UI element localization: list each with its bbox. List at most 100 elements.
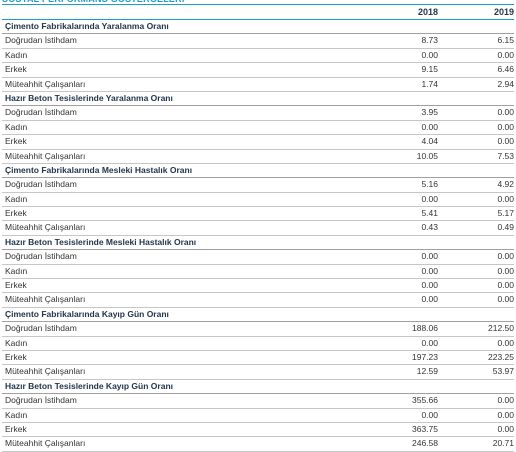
value-2018: 5.41 bbox=[421, 208, 438, 219]
section-header-row: Hazır Beton Tesislerinde Yaralanma Oranı bbox=[2, 92, 514, 107]
section-title: Çimento Fabrikalarında Yaralanma Oranı bbox=[5, 21, 169, 31]
row-label: Erkek bbox=[5, 64, 27, 75]
row-label: Müteahhit Çalışanları bbox=[5, 78, 86, 89]
table-row: Kadın 0.00 0.00 bbox=[2, 265, 514, 280]
value-2019: 2.94 bbox=[497, 78, 514, 89]
row-label: Erkek bbox=[5, 351, 27, 362]
table-row: Doğrudan İstihdam 5.16 4.92 bbox=[2, 178, 514, 193]
row-label: Müteahhit Çalışanları bbox=[5, 438, 86, 449]
table-row: Müteahhit Çalışanları 12.59 53.97 bbox=[2, 365, 514, 380]
value-2018: 8.73 bbox=[421, 35, 438, 46]
row-label: Kadın bbox=[5, 193, 28, 204]
table-row: Kadın 0.00 0.00 bbox=[2, 409, 514, 423]
row-label: Kadın bbox=[5, 337, 28, 348]
value-2019: 0.00 bbox=[497, 280, 514, 291]
value-2019: 6.46 bbox=[497, 64, 514, 75]
value-2019: 6.15 bbox=[497, 35, 514, 46]
value-2019: 5.17 bbox=[497, 208, 514, 219]
row-label: Erkek bbox=[5, 280, 27, 291]
row-label: Kadın bbox=[5, 265, 28, 276]
section-header-row: Çimento Fabrikalarında Yaralanma Oranı bbox=[2, 20, 514, 35]
value-2019: 0.00 bbox=[497, 294, 514, 305]
section-header-row: Hazır Beton Tesislerinde Mesleki Hastalı… bbox=[2, 236, 514, 251]
value-2018: 197.23 bbox=[412, 351, 438, 362]
row-label: Kadın bbox=[5, 409, 28, 420]
table-header: 2018 2019 bbox=[2, 5, 514, 20]
value-2019: 7.53 bbox=[497, 150, 514, 161]
value-2018: 363.75 bbox=[412, 423, 438, 434]
value-2018: 0.00 bbox=[421, 121, 438, 132]
row-label: Müteahhit Çalışanları bbox=[5, 366, 86, 377]
value-2019: 0.00 bbox=[497, 409, 514, 420]
value-2018: 355.66 bbox=[412, 395, 438, 406]
value-2018: 0.00 bbox=[421, 193, 438, 204]
table-row: Doğrudan İstihdam 0.00 0.00 bbox=[2, 250, 514, 265]
value-2019: 20.71 bbox=[492, 438, 514, 449]
table-row: Doğrudan İstihdam 8.73 6.15 bbox=[2, 34, 514, 49]
value-2019: 53.97 bbox=[492, 366, 514, 377]
value-2019: 0.49 bbox=[497, 222, 514, 233]
table-row: Erkek 197.23 223.25 bbox=[2, 351, 514, 366]
value-2018: 0.00 bbox=[421, 294, 438, 305]
section-title: Hazır Beton Tesislerinde Yaralanma Oranı bbox=[5, 92, 173, 103]
row-label: Doğrudan İstihdam bbox=[5, 251, 77, 262]
value-2019: 0.00 bbox=[497, 337, 514, 348]
value-2018: 10.05 bbox=[416, 150, 438, 161]
row-label: Erkek bbox=[5, 136, 27, 147]
value-2019: 223.25 bbox=[488, 351, 514, 362]
value-2018: 12.59 bbox=[416, 366, 438, 377]
table-row: Erkek 5.41 5.17 bbox=[2, 207, 514, 222]
section-title: Çimento Fabrikalarında Mesleki Hastalık … bbox=[5, 164, 193, 175]
table-row: Kadın 0.00 0.00 bbox=[2, 337, 514, 351]
section-header-row: Hazır Beton Tesislerinde Kayıp Gün Oranı bbox=[2, 380, 514, 395]
title-rule bbox=[2, 4, 514, 5]
value-2018: 0.00 bbox=[421, 337, 438, 348]
value-2018: 188.06 bbox=[412, 323, 438, 334]
value-2019: 4.92 bbox=[497, 179, 514, 190]
value-2019: 0.00 bbox=[497, 136, 514, 147]
table-row: Müteahhit Çalışanları 10.05 7.53 bbox=[2, 150, 514, 164]
value-2019: 0.00 bbox=[497, 395, 514, 406]
row-label: Kadın bbox=[5, 121, 28, 132]
table-row: Erkek 363.75 0.00 bbox=[2, 423, 514, 438]
row-label: Doğrudan İstihdam bbox=[5, 107, 77, 118]
table-row: Müteahhit Çalışanları 1.74 2.94 bbox=[2, 78, 514, 92]
row-label: Doğrudan İstihdam bbox=[5, 179, 77, 190]
row-label: Doğrudan İstihdam bbox=[5, 35, 77, 46]
value-2019: 0.00 bbox=[497, 193, 514, 204]
table-row: Erkek 0.00 0.00 bbox=[2, 279, 514, 294]
table-row: Müteahhit Çalışanları 0.00 0.00 bbox=[2, 293, 514, 308]
value-2019: 212.50 bbox=[488, 323, 514, 334]
value-2018: 1.74 bbox=[421, 78, 438, 89]
value-2018: 0.00 bbox=[421, 49, 438, 60]
table-title: SOSYAL PERFORMANS GÖSTERGELERİ bbox=[2, 0, 185, 4]
column-header-2018: 2018 bbox=[417, 7, 438, 17]
value-2018: 3.95 bbox=[421, 107, 438, 118]
value-2018: 0.00 bbox=[421, 251, 438, 262]
section-header-row: Çimento Fabrikalarında Mesleki Hastalık … bbox=[2, 164, 514, 179]
value-2018: 0.00 bbox=[421, 409, 438, 420]
section-header-row: Çimento Fabrikalarında Kayıp Gün Oranı bbox=[2, 308, 514, 323]
value-2019: 0.00 bbox=[497, 107, 514, 118]
table-row: Doğrudan İstihdam 355.66 0.00 bbox=[2, 394, 514, 409]
table-row: Kadın 0.00 0.00 bbox=[2, 49, 514, 64]
row-label: Doğrudan İstihdam bbox=[5, 323, 77, 334]
value-2018: 0.00 bbox=[421, 280, 438, 291]
value-2018: 4.04 bbox=[421, 136, 438, 147]
value-2018: 0.43 bbox=[421, 222, 438, 233]
table-body: Çimento Fabrikalarında Yaralanma Oranı Do… bbox=[2, 20, 514, 452]
section-title: Hazır Beton Tesislerinde Kayıp Gün Oranı bbox=[5, 380, 173, 391]
table-row: Doğrudan İstihdam 3.95 0.00 bbox=[2, 106, 514, 121]
section-title: Hazır Beton Tesislerinde Mesleki Hastalı… bbox=[5, 236, 197, 247]
column-header-2019: 2019 bbox=[493, 7, 514, 17]
row-label: Müteahhit Çalışanları bbox=[5, 222, 86, 233]
value-2019: 0.00 bbox=[497, 423, 514, 434]
row-label: Erkek bbox=[5, 208, 27, 219]
value-2018: 246.58 bbox=[412, 438, 438, 449]
row-label: Erkek bbox=[5, 423, 27, 434]
table-row: Erkek 9.15 6.46 bbox=[2, 63, 514, 78]
row-label: Müteahhit Çalışanları bbox=[5, 150, 86, 161]
row-label: Müteahhit Çalışanları bbox=[5, 294, 86, 305]
row-label: Doğrudan İstihdam bbox=[5, 395, 77, 406]
